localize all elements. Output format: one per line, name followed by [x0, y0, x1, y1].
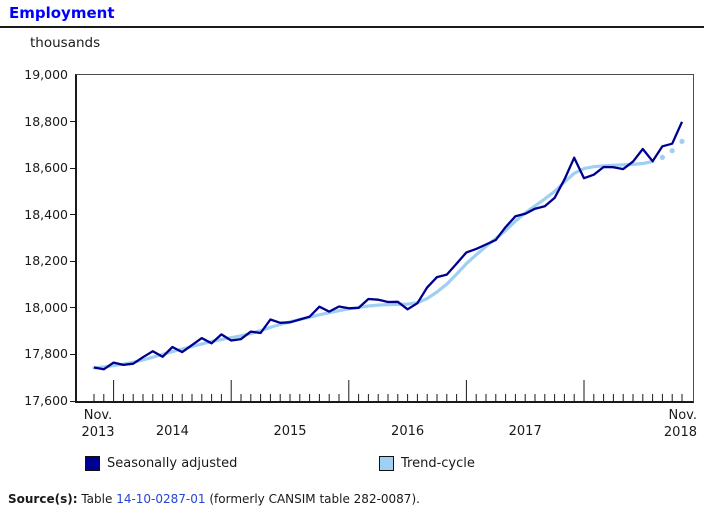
x-axis-year-label: 2017	[508, 424, 542, 439]
x-axis-year-label: 2016	[391, 424, 425, 439]
y-axis-label: 18,000	[24, 299, 68, 315]
y-axis-label: 17,800	[24, 346, 68, 362]
source-post-link-text: (formerly CANSIM table 282-0087).	[205, 492, 420, 506]
employment-line-chart	[92, 121, 685, 401]
y-axis-tick	[70, 353, 77, 355]
y-axis-tick	[70, 214, 77, 216]
x-axis-label-nov-2013: Nov. 2013	[77, 407, 119, 441]
title-divider	[0, 26, 704, 28]
x-axis-year-label: 2015	[273, 424, 307, 439]
source-note: Source(s): Table 14-10-0287-01 (formerly…	[8, 492, 420, 506]
y-axis-label: 18,200	[24, 253, 68, 269]
page-title: Employment	[9, 4, 115, 22]
x-axis-label-nov-2013-month: Nov.	[83, 408, 113, 423]
y-axis-label: 19,000	[24, 67, 68, 82]
legend-item-seasonally-adjusted: Seasonally adjusted	[85, 456, 237, 471]
x-axis-label-nov-2018: Nov. 2018	[640, 407, 697, 441]
seasonally-adjusted-label: Seasonally adjusted	[107, 456, 238, 471]
legend-item-trend-cycle: Trend-cycle	[379, 456, 475, 471]
x-axis-label-nov-2018-year: 2018	[663, 425, 697, 440]
y-axis-tick	[70, 167, 77, 169]
plot-area	[75, 74, 694, 403]
y-axis-tick	[70, 400, 77, 402]
y-axis-units-label: thousands	[30, 35, 101, 51]
y-axis-tick	[70, 121, 77, 123]
source-table-link[interactable]: 14-10-0287-01	[116, 492, 206, 506]
trend-cycle-label: Trend-cycle	[401, 456, 475, 471]
y-axis-label: 18,400	[24, 206, 68, 222]
seasonally-adjusted-swatch	[85, 456, 100, 471]
y-axis-tick	[70, 260, 77, 262]
x-axis-label-nov-2018-month: Nov.	[668, 408, 698, 423]
y-axis-tick	[70, 307, 77, 309]
source-prefix: Source(s):	[8, 492, 78, 506]
y-axis-label: 18,800	[24, 113, 68, 129]
x-axis-label-nov-2013-year: 2013	[81, 425, 115, 440]
source-pre-link-text: Table	[77, 492, 117, 506]
trend-cycle-swatch	[379, 456, 394, 471]
y-axis-label: 17,600	[24, 393, 68, 408]
y-axis-label: 18,600	[24, 160, 68, 176]
x-axis-year-label: 2014	[155, 424, 189, 439]
